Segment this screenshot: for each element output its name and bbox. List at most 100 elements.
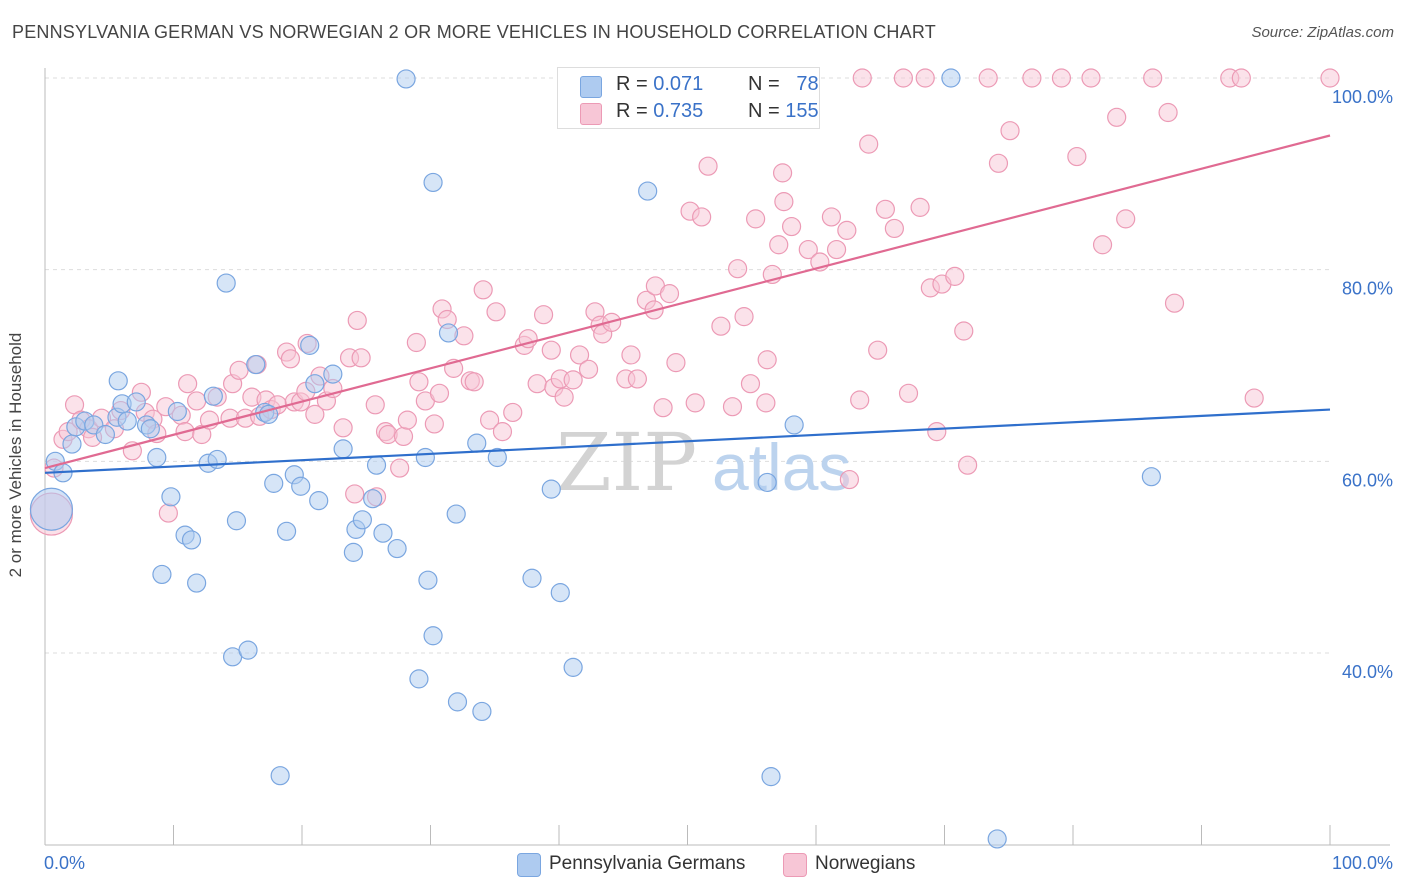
legend-n-value-pink: 155 — [785, 100, 819, 122]
norwegians-point — [473, 280, 493, 300]
pennsylvania-germans-point — [363, 489, 383, 509]
norwegians-point — [533, 305, 554, 325]
pennsylvania-germans-point — [472, 701, 492, 722]
pennsylvania-germans-point — [373, 523, 393, 543]
norwegians-point — [393, 426, 414, 447]
pennsylvania-germans-point — [761, 767, 781, 787]
pennsylvania-germans-point — [270, 766, 290, 786]
pennsylvania-germans-point — [387, 538, 407, 559]
norwegians-point — [351, 348, 371, 368]
norwegians-point — [954, 321, 974, 341]
pennsylvania-germans-point — [147, 447, 167, 468]
norwegians-point — [464, 372, 484, 392]
norwegians-point — [554, 387, 574, 407]
pennsylvania-germans-point — [291, 476, 311, 496]
norwegians-point — [769, 235, 789, 255]
y-axis-label: 2 or more Vehicles in Household — [6, 332, 25, 578]
norwegians-point — [757, 350, 777, 370]
norwegians-point — [486, 302, 506, 322]
watermark-zip: ZIP — [556, 416, 697, 509]
norwegians-point — [578, 359, 599, 379]
pennsylvania-germans-point — [343, 542, 363, 562]
pennsylvania-germans-point — [29, 487, 74, 531]
norwegians-point — [1051, 68, 1072, 88]
pennsylvania-germans-point — [941, 68, 961, 88]
pennsylvania-germans-point — [438, 323, 459, 343]
norwegians-point — [1022, 68, 1042, 88]
norwegians-point — [839, 469, 860, 490]
norwegians-point — [280, 349, 301, 369]
pennsylvania-germans-point — [638, 181, 658, 201]
norwegians-point — [390, 458, 410, 478]
norwegians-point — [852, 68, 872, 88]
norwegians-point — [826, 239, 847, 260]
pennsylvania-germans-point — [108, 371, 128, 391]
pennsylvania-germans-point — [117, 411, 137, 431]
pennsylvania-germans-point — [126, 392, 146, 412]
norwegians-point — [569, 345, 590, 365]
norwegians-point — [653, 398, 673, 418]
norwegians-point — [756, 393, 776, 413]
norwegians-point — [345, 484, 365, 504]
bottom-legend-label-pink: Norwegians — [815, 853, 916, 874]
norwegians-point — [734, 307, 754, 327]
norwegians-point — [893, 68, 913, 88]
watermark: ZIP atlas — [556, 416, 851, 509]
pennsylvania-germans-point — [487, 447, 507, 468]
norwegians-point — [563, 370, 583, 390]
pennsylvania-germans-point — [467, 433, 487, 453]
pennsylvania-germans-point — [550, 583, 570, 603]
y-tick-label: 40.0% — [1342, 662, 1393, 682]
pennsylvania-germans-point — [1141, 467, 1161, 487]
pennsylvania-germans-point — [95, 424, 115, 445]
pennsylvania-germans-point — [418, 570, 438, 590]
norwegians-point — [772, 163, 793, 183]
pennsylvania-germans-point — [305, 374, 325, 394]
pennsylvania-germans-points — [29, 68, 1161, 849]
pennsylvania-germans-point — [309, 491, 329, 511]
norwegians-point — [884, 218, 904, 239]
pennsylvania-germans-point — [987, 829, 1007, 849]
norwegians-point — [868, 340, 888, 360]
pennsylvania-germans-point — [323, 364, 343, 384]
pennsylvania-germans-point — [446, 504, 466, 524]
norwegians-point — [229, 360, 249, 380]
norwegians-point — [406, 332, 426, 353]
norwegians-point — [850, 390, 870, 410]
norwegians-point — [1158, 102, 1178, 123]
chart-title: PENNSYLVANIA GERMAN VS NORWEGIAN 2 OR MO… — [12, 22, 936, 42]
norwegians-point — [711, 316, 731, 336]
norwegians-point — [429, 383, 450, 403]
norwegians-point — [898, 383, 919, 403]
norwegians-point — [927, 422, 947, 442]
bottom-legend-label-blue: Pennsylvania Germans — [549, 853, 746, 874]
norwegians-point — [875, 199, 895, 219]
norwegians-point — [1067, 146, 1087, 167]
norwegians-point — [397, 410, 417, 430]
norwegians-point — [740, 374, 761, 394]
norwegians-point — [728, 259, 748, 279]
pennsylvania-germans-point — [264, 473, 284, 493]
tick-labels: 40.0% 60.0% 80.0% 100.0% 0.0% 100.0% — [44, 87, 1393, 873]
norwegians-trend-line — [44, 134, 1331, 470]
pennsylvania-germans-point — [757, 472, 777, 493]
axes — [44, 68, 1390, 846]
pennsylvania-germans-point — [396, 69, 416, 89]
y-tick-label: 100.0% — [1332, 87, 1393, 107]
norwegians-point — [1107, 107, 1127, 127]
y-tick-label: 80.0% — [1342, 279, 1393, 299]
norwegians-point — [746, 209, 766, 229]
legend-r-value-pink: 0.735 — [653, 100, 704, 122]
pennsylvania-germans-point — [366, 455, 387, 475]
norwegians-point — [666, 353, 686, 373]
pennsylvania-germans-point — [409, 669, 429, 689]
norwegians-point — [945, 266, 965, 286]
norwegians-point — [698, 156, 718, 176]
y-tick-label: 60.0% — [1342, 470, 1393, 490]
source-label: Source: ZipAtlas.com — [1251, 24, 1394, 41]
norwegians-point — [798, 239, 818, 260]
norwegians-point — [821, 207, 842, 227]
legend-swatch-pink — [580, 103, 602, 125]
norwegians-point — [915, 68, 935, 88]
norwegians-point — [333, 418, 353, 438]
